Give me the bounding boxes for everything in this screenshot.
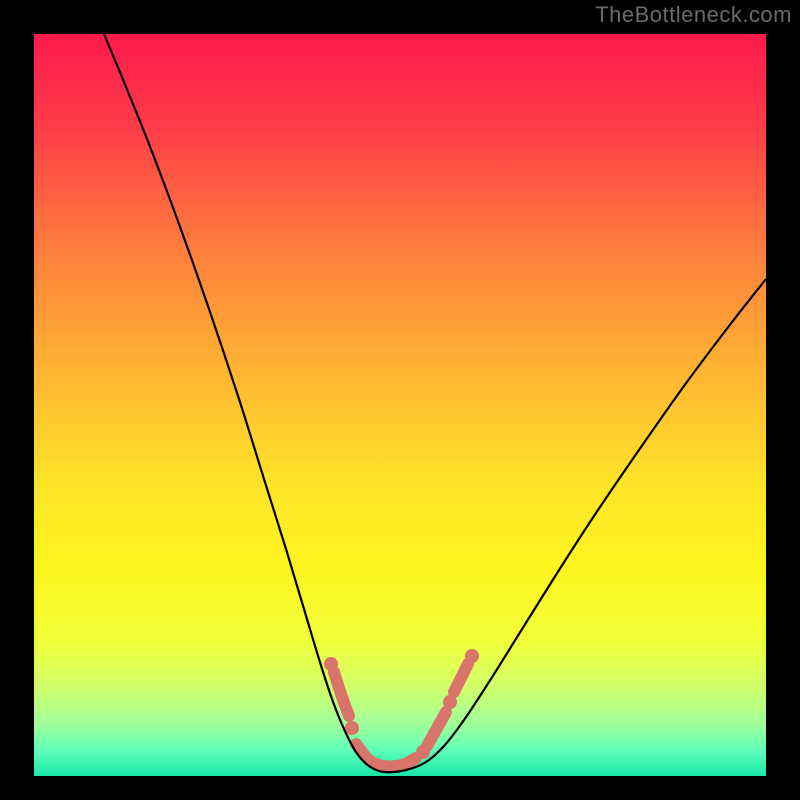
watermark-text: TheBottleneck.com xyxy=(595,2,792,28)
highlight-dot xyxy=(443,695,457,709)
bottleneck-chart xyxy=(0,0,800,800)
highlight-dot xyxy=(465,649,479,663)
highlight-dot xyxy=(345,721,359,735)
highlight-dot xyxy=(416,745,430,759)
highlight-dot xyxy=(324,657,338,671)
plot-background xyxy=(34,34,766,776)
chart-stage: TheBottleneck.com xyxy=(0,0,800,800)
